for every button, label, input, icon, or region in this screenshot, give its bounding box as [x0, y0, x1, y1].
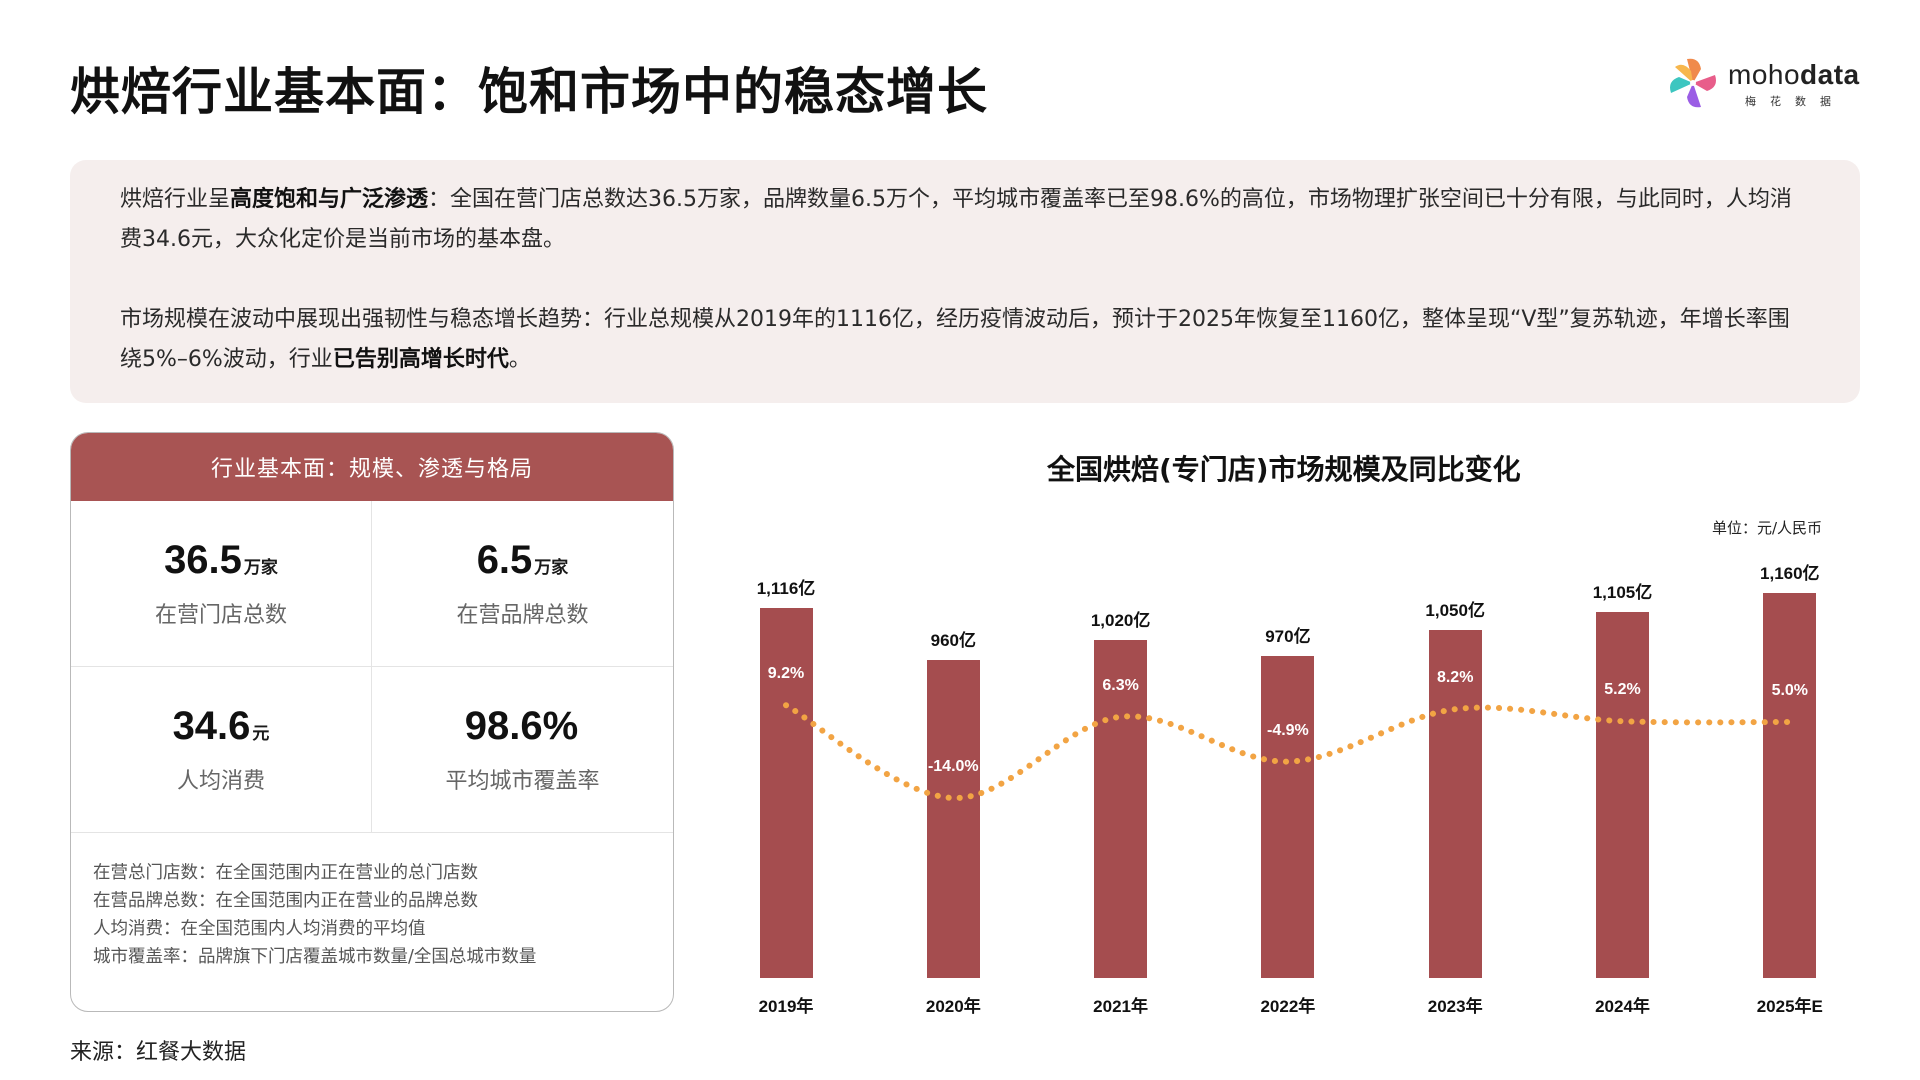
bar-value-label: 970亿: [1265, 627, 1311, 647]
bar-value-label: 1,160亿: [1760, 564, 1820, 584]
metric-brand-count: 6.5 万家 在营品牌总数: [372, 501, 673, 667]
summary-paragraph-2: 市场规模在波动中展现出强韧性与稳态增长趋势：行业总规模从2019年的1116亿，…: [120, 307, 1790, 372]
x-axis-label: 2019年: [758, 997, 814, 1016]
fundamentals-card: 行业基本面：规模、渗透与格局 36.5 万家 在营门店总数 6.5 万家 在营品牌总…: [70, 432, 674, 1012]
metric-value: 34.6: [172, 704, 251, 748]
x-axis-label: 2021年: [1093, 997, 1148, 1016]
bar: [1596, 611, 1649, 978]
metric-store-count: 36.5 万家 在营门店总数: [71, 501, 372, 667]
metric-value: 98.6%: [464, 704, 579, 748]
metric-per-capita: 34.6 元 人均消费: [71, 667, 372, 833]
x-axis-label: 2024年: [1595, 997, 1650, 1016]
bar: [1094, 639, 1148, 978]
yoy-label: -14.0%: [927, 758, 979, 775]
definition-item: 城市覆盖率：品牌旗下门店覆盖城市数量/全国总城市数量: [93, 947, 537, 967]
logo-subtitle: 梅花数据: [1745, 95, 1845, 108]
yoy-label: 5.0%: [1771, 682, 1809, 699]
bar: [926, 659, 980, 978]
metrics-grid: 36.5 万家 在营门店总数 6.5 万家 在营品牌总数 34.6 元 人均消费 98…: [71, 501, 673, 833]
mohodata-logo: mohodata 梅花数据: [1665, 55, 1865, 115]
bar-value-label: 1,050亿: [1425, 600, 1485, 620]
metric-unit: 元: [252, 724, 270, 744]
bar-value-label: 1,116亿: [756, 579, 816, 599]
bar-value-label: 960亿: [930, 630, 976, 650]
metric-city-coverage: 98.6% 平均城市覆盖率: [372, 667, 673, 833]
metric-label: 人均消费: [176, 769, 265, 794]
yoy-label: -4.9%: [1266, 721, 1309, 739]
bar-value-label: 1,105亿: [1592, 582, 1653, 602]
card-header: 行业基本面：规模、渗透与格局: [71, 433, 673, 501]
bar: [1763, 593, 1817, 978]
source-note: 来源：红餐大数据: [70, 1040, 247, 1065]
definition-item: 在营品牌总数：在全国范围内正在营业的品牌总数: [93, 891, 478, 911]
page-title: 烘焙行业基本面：饱和市场中的稳态增长: [70, 63, 988, 121]
metric-label: 在营品牌总数: [456, 603, 589, 628]
chart-title: 全国烘焙(专门店)市场规模及同比变化: [1047, 453, 1521, 486]
bar: [759, 608, 813, 978]
metric-unit: 万家: [243, 558, 278, 578]
x-axis-label: 2023年: [1427, 997, 1483, 1016]
definition-item: 人均消费：在全国范围内人均消费的平均值: [93, 919, 426, 939]
chart-unit-note: 单位：元/人民币: [1712, 519, 1823, 537]
logo-wordmark: mohodata: [1728, 59, 1860, 90]
metric-label: 平均城市覆盖率: [445, 769, 600, 794]
yoy-label: 6.3%: [1102, 676, 1139, 694]
definition-item: 在营总门店数：在全国范围内正在营业的总门店数: [93, 863, 478, 883]
pinwheel-icon: [1670, 58, 1716, 108]
yoy-label: 8.2%: [1436, 669, 1474, 687]
x-axis-label: 2022年: [1260, 997, 1316, 1016]
metric-unit: 万家: [534, 558, 569, 578]
x-axis-label: 2025年E: [1756, 997, 1823, 1016]
yoy-label: 5.2%: [1604, 681, 1641, 699]
definitions-list: 在营总门店数：在全国范围内正在营业的总门店数 在营品牌总数：在全国范围内正在营业…: [71, 833, 673, 971]
metric-value: 36.5: [164, 538, 242, 582]
metric-value: 6.5: [476, 538, 533, 582]
summary-box: 烘焙行业呈高度饱和与广泛渗透：全国在营门店总数达36.5万家，品牌数量6.5万个…: [70, 160, 1860, 403]
bar-value-label: 1,020亿: [1090, 610, 1151, 630]
yoy-label: 9.2%: [767, 665, 805, 683]
x-axis-label: 2020年: [925, 997, 981, 1016]
bar: [1428, 629, 1482, 978]
metric-label: 在营门店总数: [154, 603, 287, 628]
summary-paragraph-1: 烘焙行业呈高度饱和与广泛渗透：全国在营门店总数达36.5万家，品牌数量6.5万个…: [120, 187, 1792, 252]
bar: [1261, 656, 1315, 978]
